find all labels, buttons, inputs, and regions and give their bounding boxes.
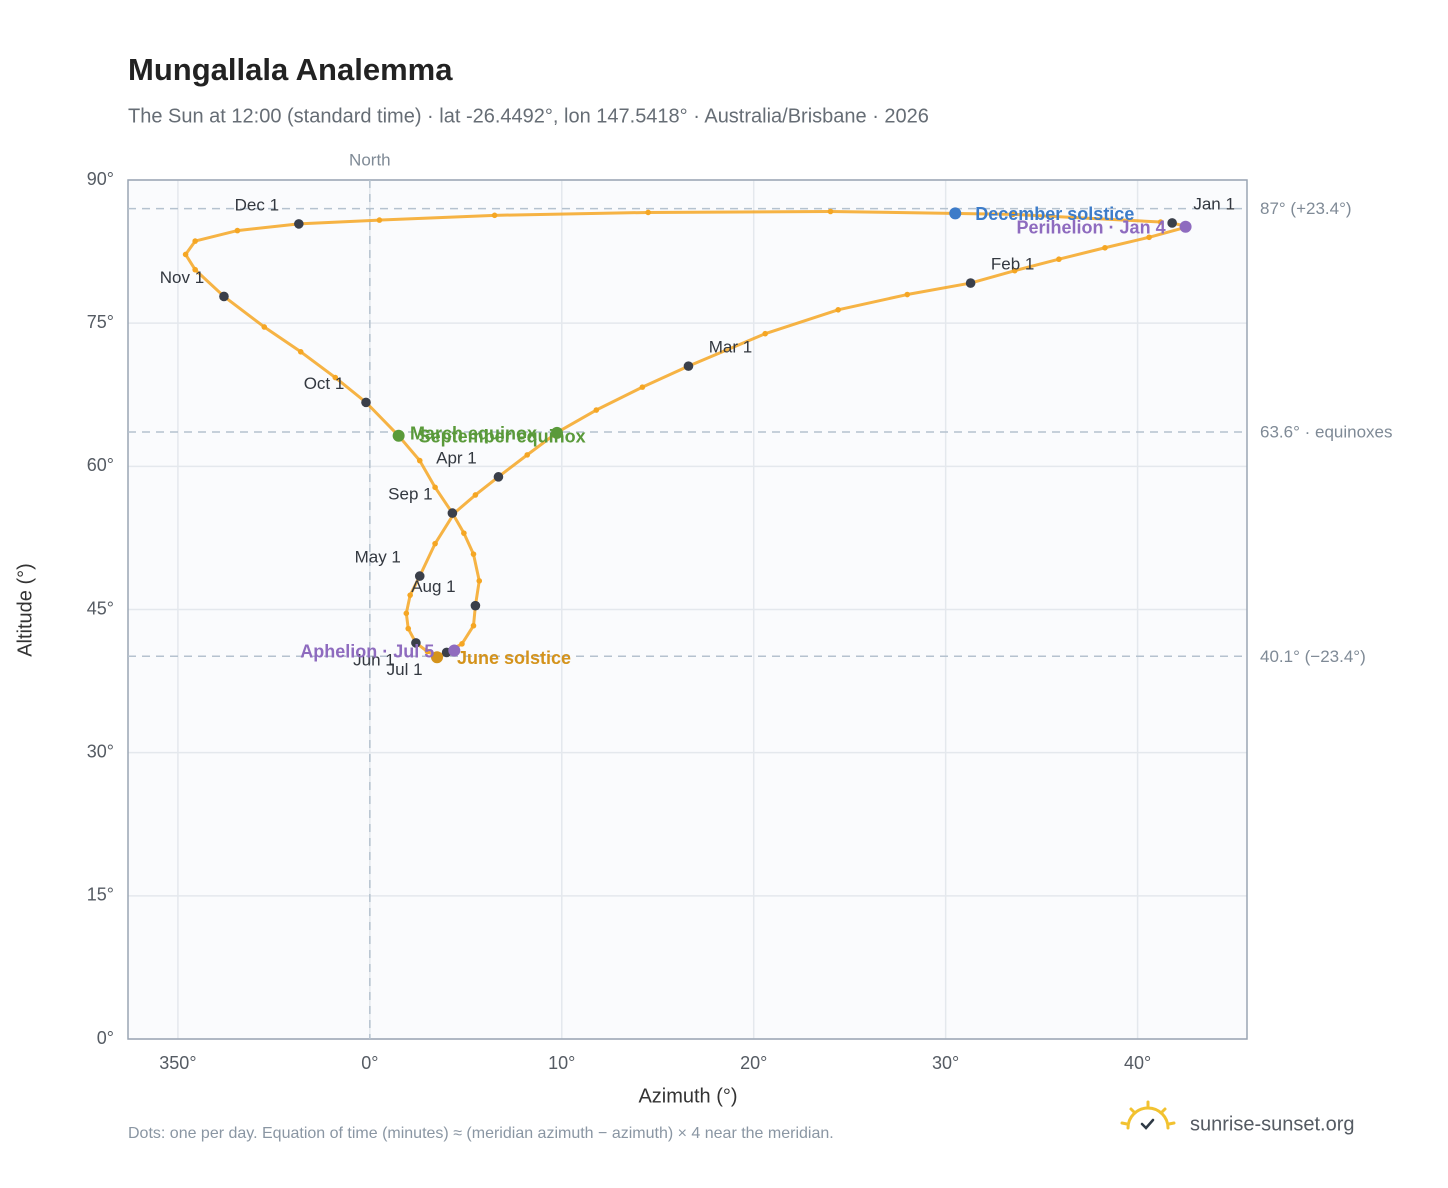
event-marker: [431, 651, 444, 664]
chart-subtitle: The Sun at 12:00 (standard time) · lat -…: [128, 105, 929, 127]
day-dot: [432, 484, 438, 491]
day-dot: [1011, 267, 1018, 274]
month-label: Feb 1: [991, 255, 1034, 274]
day-dot: [459, 641, 465, 647]
day-dot: [297, 349, 304, 355]
month-marker: [1167, 218, 1177, 228]
month-label: Mar 1: [709, 338, 752, 357]
x-axis-title: Azimuth (°): [638, 1085, 737, 1107]
event-marker: [448, 644, 461, 657]
y-tick-label: 45°: [87, 598, 114, 618]
day-dot: [416, 457, 423, 464]
event-label: Aphelion · Jul 5: [300, 641, 434, 661]
plot-border: [127, 179, 1248, 1040]
day-dot: [424, 648, 431, 655]
y-tick-label: 60°: [87, 455, 114, 475]
month-label: Oct 1: [304, 374, 345, 393]
event-marker: [1179, 220, 1192, 233]
brand-logo: [1120, 1100, 1176, 1130]
day-dot: [827, 208, 834, 215]
month-marker: [470, 600, 481, 611]
month-label: Nov 1: [160, 268, 204, 287]
y-tick-label: 0°: [97, 1028, 114, 1048]
day-dot: [432, 540, 438, 547]
day-dot: [376, 217, 383, 223]
day-dot: [182, 251, 189, 258]
y-tick-label: 30°: [87, 741, 114, 761]
month-marker: [965, 278, 976, 288]
footnote: Dots: one per day. Equation of time (min…: [128, 1125, 834, 1142]
month-marker: [493, 472, 504, 482]
day-dot: [461, 530, 467, 536]
day-dot: [472, 492, 479, 498]
y-tick-label: 90°: [87, 169, 114, 189]
reference-label: 40.1° (−23.4°): [1260, 647, 1366, 666]
month-label: Dec 1: [235, 195, 279, 214]
x-tick-label: 20°: [740, 1053, 767, 1073]
day-dot: [1056, 256, 1062, 263]
event-label: March equinox: [410, 424, 537, 444]
event-label: Perihelion · Jan 4: [1017, 218, 1166, 238]
day-dot: [904, 291, 911, 298]
day-dot: [593, 407, 600, 413]
day-dot: [1010, 211, 1016, 218]
month-label: May 1: [355, 548, 401, 567]
month-marker: [683, 361, 694, 371]
day-dot: [762, 330, 769, 337]
y-tick-label: 75°: [87, 312, 114, 332]
meridian-label: North: [349, 150, 391, 169]
reference-label: 63.6° · equinoxes: [1260, 422, 1393, 441]
month-label: Apr 1: [436, 448, 477, 467]
day-dot: [261, 324, 268, 330]
month-marker: [411, 638, 421, 648]
day-dot: [1146, 234, 1152, 241]
day-dot: [470, 622, 477, 629]
reference-label: 87° (+23.4°): [1260, 199, 1352, 218]
chart-title: Mungallala Analemma: [128, 52, 453, 87]
month-marker: [219, 291, 229, 302]
event-marker: [392, 429, 405, 442]
day-dot: [234, 227, 241, 234]
month-marker: [414, 571, 425, 581]
day-dot: [332, 374, 339, 381]
day-dot: [470, 551, 477, 557]
x-tick-label: 30°: [932, 1053, 959, 1073]
day-dot: [192, 266, 198, 273]
month-label: Jul 1: [387, 660, 423, 679]
event-label: September equinox: [419, 427, 586, 447]
day-dot: [524, 452, 531, 458]
event-label: December solstice: [975, 204, 1134, 224]
day-dot: [835, 307, 841, 313]
month-label: Sep 1: [388, 485, 432, 504]
y-tick-label: 15°: [87, 885, 114, 905]
brand: sunrise-sunset.org: [1190, 1113, 1355, 1135]
x-tick-label: 0°: [361, 1053, 378, 1073]
day-dot: [192, 238, 198, 244]
day-dot: [491, 212, 498, 219]
day-dot: [1102, 244, 1108, 251]
event-marker: [949, 207, 962, 220]
day-dot: [639, 384, 646, 390]
day-dot: [645, 209, 651, 216]
month-label: Aug 1: [411, 577, 455, 596]
month-marker: [447, 508, 458, 518]
day-dot: [403, 610, 410, 617]
day-dot: [407, 592, 413, 598]
event-label: June solstice: [457, 648, 571, 668]
day-dot: [1157, 219, 1164, 225]
month-label: Jan 1: [1193, 194, 1235, 213]
x-tick-label: 10°: [548, 1053, 575, 1073]
y-axis-title: Altitude (°): [14, 563, 36, 657]
month-marker: [294, 219, 304, 229]
day-dot: [476, 578, 483, 584]
month-marker: [361, 397, 371, 408]
day-dot: [405, 625, 412, 632]
event-marker: [550, 426, 563, 439]
x-tick-label: 350°: [159, 1053, 196, 1073]
x-tick-label: 40°: [1124, 1053, 1151, 1073]
month-label: Jun 1: [353, 650, 395, 669]
